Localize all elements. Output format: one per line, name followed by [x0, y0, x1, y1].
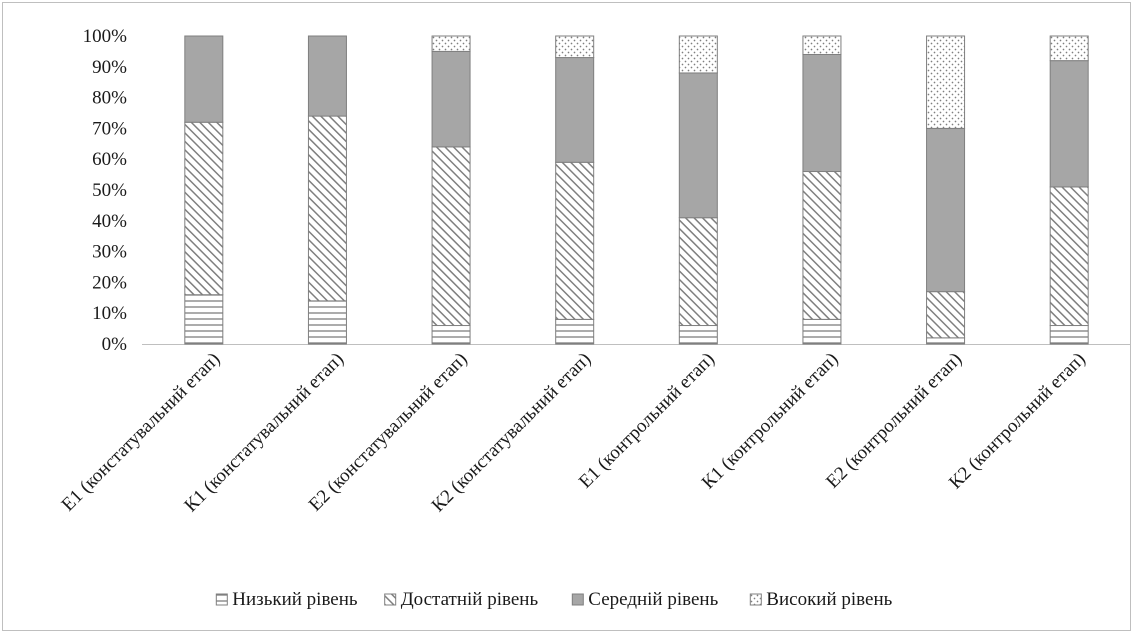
bar-segment [307, 300, 347, 345]
bar-segment [1049, 60, 1089, 188]
legend-label: Достатній рівень [401, 589, 539, 610]
legend-swatch [384, 593, 397, 606]
bar-segment [431, 325, 471, 345]
x-axis-labels: Е1 (констатувальний етап)К1 (констатувал… [58, 349, 1090, 517]
bar-segment [184, 294, 224, 345]
bar-segment [555, 318, 595, 345]
y-tick-label: 90% [92, 57, 127, 78]
bar-stack [802, 35, 842, 345]
y-tick-label: 0% [102, 334, 128, 355]
legend-item: Низький рівень [215, 589, 358, 610]
bar-segment [184, 35, 224, 123]
y-axis: 0% 10% 20% 30% 40% 50% 60% 70% 80% 90% 100% [83, 26, 1131, 355]
bar-segment [307, 115, 347, 302]
y-tick-label: 20% [92, 272, 127, 293]
bar-segment [678, 217, 718, 327]
y-tick-label: 80% [92, 88, 127, 109]
bar-segment [555, 57, 595, 163]
legend-swatch [571, 593, 584, 606]
bar-segment [555, 35, 595, 59]
bar-segment [926, 35, 966, 129]
bar-stack [184, 35, 224, 345]
bar-segment [678, 35, 718, 74]
bar-stack [678, 35, 718, 345]
bar-stack [926, 35, 966, 345]
bar-segment [802, 318, 842, 345]
legend: Низький рівень Достатній рівень Середній р… [215, 589, 893, 610]
legend-swatch [215, 593, 228, 606]
bar-segment [1049, 35, 1089, 62]
y-tick-label: 60% [92, 149, 127, 170]
x-tick-label: Е2 (контрольний етап) [822, 349, 966, 493]
y-tick-label: 30% [92, 242, 127, 263]
bar-segment [307, 35, 347, 117]
x-tick-label: К1 (контрольний етап) [698, 349, 843, 494]
bar-segment [678, 72, 718, 219]
bar-segment [678, 325, 718, 345]
y-tick-label: 100% [83, 26, 128, 47]
bar-stack [555, 35, 595, 345]
legend-label: Високий рівень [766, 589, 892, 610]
bar-segment [431, 35, 471, 52]
bar-stack [1049, 35, 1089, 345]
legend-item: Високий рівень [749, 589, 893, 610]
y-tick-label: 40% [92, 211, 127, 232]
legend-swatch [749, 593, 762, 606]
bar-stack [307, 35, 347, 345]
bar-segment [926, 337, 966, 345]
bar-segment [926, 291, 966, 339]
x-tick-label: К2 (контрольний етап) [945, 349, 1090, 494]
bar-segment [926, 127, 966, 293]
legend-label: Низький рівень [232, 589, 358, 610]
y-tick-label: 10% [92, 303, 127, 324]
bar-segment [184, 121, 224, 296]
bar-segment [1049, 325, 1089, 345]
x-tick-label: Е1 (контрольний етап) [575, 349, 719, 493]
bar-segment [1049, 186, 1089, 327]
bar-segment [802, 171, 842, 320]
bar-segment [555, 161, 595, 320]
bar-segment [431, 146, 471, 327]
y-tick-label: 50% [92, 180, 127, 201]
bar-segment [431, 50, 471, 148]
bar-segment [802, 53, 842, 173]
bars [184, 35, 1089, 345]
y-tick-label: 70% [92, 118, 127, 139]
bar-stack [431, 35, 471, 345]
bar-segment [802, 35, 842, 55]
legend-item: Достатній рівень [384, 589, 539, 610]
legend-item: Середній рівень [571, 589, 719, 610]
legend-label: Середній рівень [588, 589, 718, 610]
